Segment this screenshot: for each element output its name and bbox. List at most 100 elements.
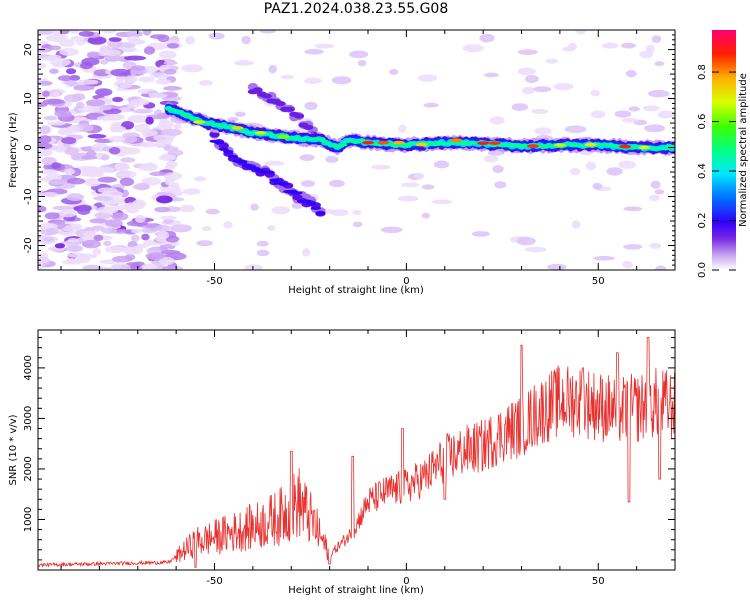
colorbar-tick-label: 0.8 <box>697 64 708 80</box>
noise-blob <box>70 223 82 230</box>
ridge-upper <box>303 124 314 130</box>
noise-blob <box>483 72 499 78</box>
noise-blob <box>163 68 177 75</box>
noise-blob <box>266 225 276 231</box>
noise-blob <box>141 263 158 270</box>
noise-blob <box>69 30 80 34</box>
noise-blob <box>51 162 61 170</box>
noise-blob <box>158 154 178 162</box>
noise-blob <box>163 86 182 91</box>
noise-blob <box>82 230 97 238</box>
noise-blob <box>492 165 504 173</box>
snr-plot: -50 0 50 1000 2000 3000 4000 Height of straigh… <box>8 329 676 596</box>
x-tick-label: 0 <box>403 576 409 587</box>
snr-xlabel: Height of straight line (km) <box>288 585 424 596</box>
noise-blob <box>325 155 339 163</box>
noise-blob <box>112 96 124 103</box>
noise-blob <box>48 179 71 185</box>
colorbar-ticks: 0.0 0.2 0.4 0.6 0.8 <box>697 64 736 278</box>
noise-blob <box>39 125 52 135</box>
noise-blob <box>259 30 276 34</box>
colorbar: 0.0 0.2 0.4 0.6 0.8 Normalized spectral ampl… <box>697 30 749 278</box>
colorbar-tick-label: 0.2 <box>697 213 708 229</box>
noise-blob <box>524 246 547 253</box>
noise-blob <box>160 128 183 137</box>
noise-blob <box>304 101 318 111</box>
noise-blob <box>38 142 53 150</box>
noise-blob <box>291 202 303 210</box>
noise-blob <box>649 242 662 249</box>
ridge-peak <box>527 144 540 148</box>
noise-blob <box>531 108 549 114</box>
noise-blob <box>57 75 73 82</box>
ridge-peak <box>415 142 428 147</box>
noise-blob <box>302 248 311 257</box>
noise-blob <box>421 184 435 190</box>
ridge-peak <box>638 145 651 150</box>
noise-blob <box>487 150 505 156</box>
noise-blob <box>124 202 145 208</box>
x-tick-label: -50 <box>206 276 222 287</box>
ridge-lower <box>218 142 229 149</box>
x-tick-label: 50 <box>592 576 605 587</box>
noise-blob <box>516 236 536 246</box>
noise-blob <box>159 215 177 221</box>
noise-blob <box>108 135 126 143</box>
noise-blob <box>547 263 567 270</box>
noise-blob <box>648 194 660 202</box>
noise-blob <box>517 67 536 76</box>
spectrogram-ticks: -50 0 50 -20 -10 0 10 20 <box>23 29 676 287</box>
ridge-lower <box>301 199 312 203</box>
y-tick-label: -10 <box>23 188 34 204</box>
noise-blob <box>651 35 662 43</box>
noise-blob <box>181 64 204 73</box>
spectrogram-plot: -50 0 50 -20 -10 0 10 20 Height of straight lin… <box>8 29 676 296</box>
noise-blob <box>655 265 667 270</box>
noise-blob <box>61 259 83 265</box>
noise-blob <box>329 179 345 188</box>
y-tick-label: 20 <box>23 43 34 56</box>
noise-blob <box>164 164 175 170</box>
noise-blob <box>66 177 86 185</box>
noise-blob <box>99 59 109 65</box>
ridge-lower <box>241 163 252 167</box>
noise-blob <box>644 124 665 133</box>
noise-blob <box>127 114 149 123</box>
noise-blob <box>75 39 86 46</box>
noise-blob <box>414 172 425 180</box>
noise-blob <box>145 116 154 125</box>
spectrogram-heatmap <box>38 30 675 270</box>
noise-blob <box>38 262 44 270</box>
noise-blob <box>256 240 269 247</box>
ridge-peak <box>362 140 375 145</box>
noise-blob <box>38 102 48 108</box>
noise-blob <box>250 203 259 211</box>
y-tick-label: 4000 <box>23 355 34 380</box>
noise-blob <box>606 167 623 176</box>
noise-blob <box>92 248 102 255</box>
ridge-peak <box>254 131 267 135</box>
noise-blob <box>140 141 156 148</box>
noise-blob <box>389 68 399 75</box>
noise-blob <box>159 256 175 266</box>
ridge-lower <box>278 182 289 186</box>
snr-ticks: -50 0 50 1000 2000 3000 4000 <box>23 330 676 587</box>
noise-blob <box>234 111 246 117</box>
x-tick-label: -50 <box>206 576 222 587</box>
noise-blob <box>145 252 166 260</box>
noise-blob <box>622 244 643 250</box>
noise-blob <box>471 231 490 237</box>
noise-blob <box>46 227 59 236</box>
noise-blob <box>621 117 638 123</box>
spectrogram-frame <box>37 29 676 271</box>
noise-blob <box>87 134 107 139</box>
noise-blob <box>119 82 133 89</box>
noise-blob <box>141 233 150 241</box>
noise-blob <box>63 94 82 103</box>
y-tick-label: 3000 <box>23 406 34 431</box>
noise-blob <box>110 68 131 77</box>
noise-blob <box>349 50 369 59</box>
ridge-lower <box>315 211 326 215</box>
noise-blob <box>568 42 578 51</box>
noise-blob <box>121 135 138 144</box>
